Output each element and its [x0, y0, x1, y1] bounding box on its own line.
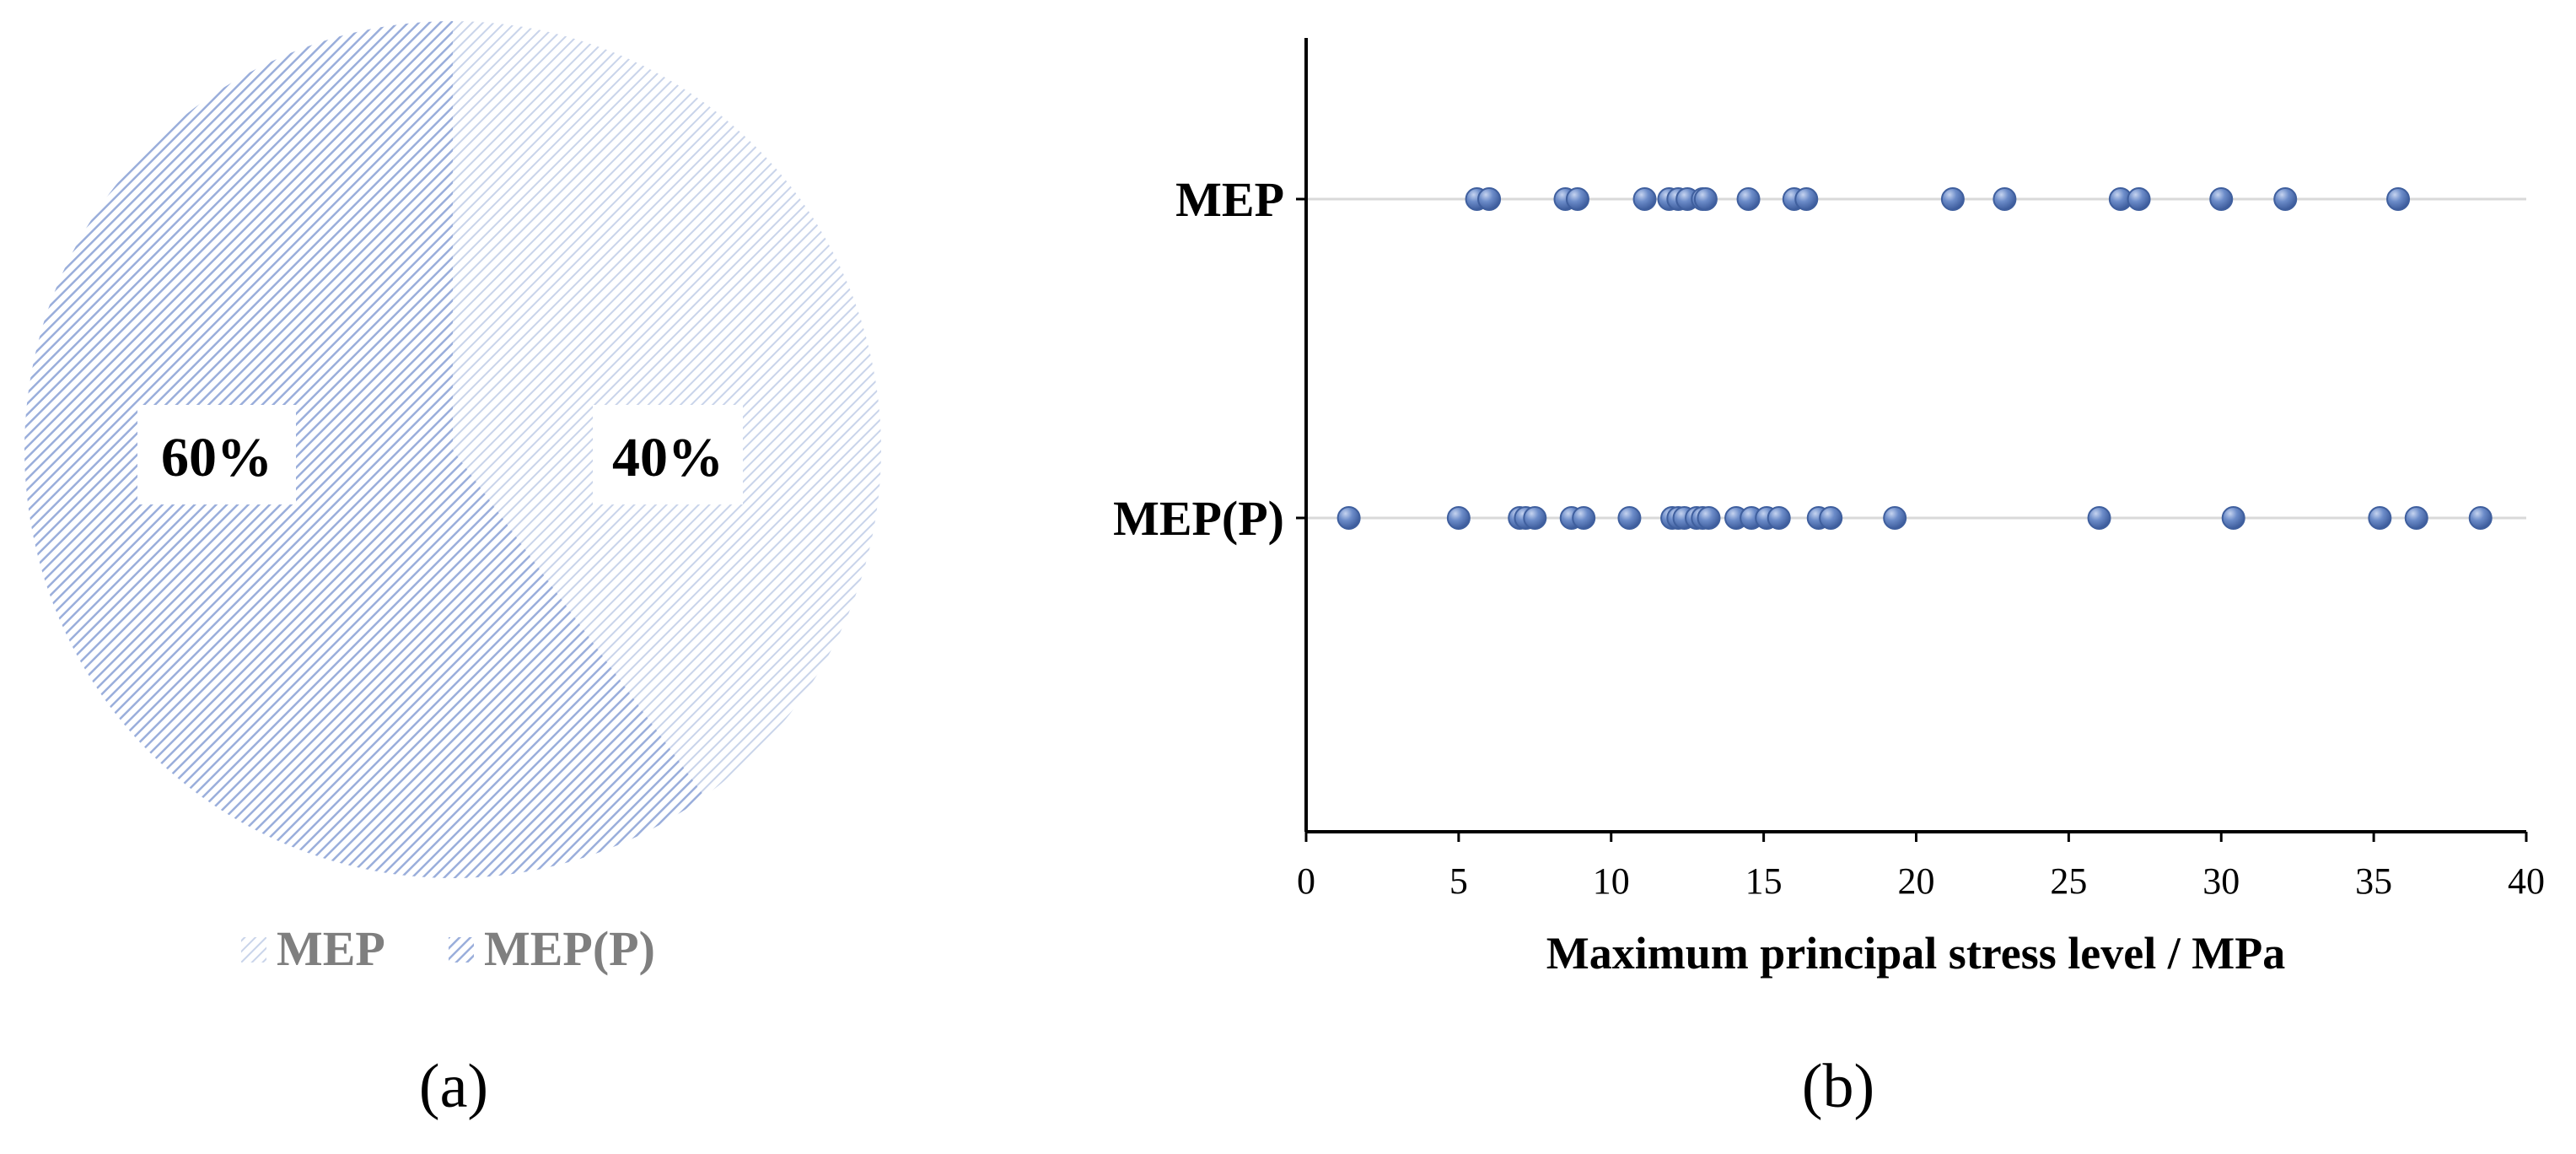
- data-point-mep-p: [1446, 506, 1471, 530]
- pie-chart: 40% 60% MEP MEP(P) (a): [24, 21, 881, 1121]
- data-point-mep-p: [1336, 506, 1361, 530]
- data-point-mep-p: [2404, 506, 2428, 530]
- data-point-mep: [1565, 187, 1589, 211]
- data-point-mep-p: [1767, 506, 1791, 530]
- x-tick-label: 40: [2508, 860, 2545, 902]
- legend-label-mep-p: MEP(P): [484, 921, 655, 976]
- data-point-mep-p: [2468, 506, 2493, 530]
- data-point-mep: [1477, 187, 1502, 211]
- data-point-mep: [1993, 187, 2017, 211]
- pie-slice-mep-p: [24, 21, 705, 878]
- data-point-mep: [2273, 187, 2298, 211]
- scatter-chart: 0 5 10 15 20 25 30 35 40 MEP MEP(P) Maximum princ…: [1113, 38, 2545, 1121]
- x-tick-label: 15: [1745, 860, 1783, 902]
- pie-label-mep-text: 40%: [612, 427, 723, 488]
- x-tick-label: 25: [2050, 860, 2087, 902]
- data-point-mep: [2209, 187, 2234, 211]
- data-point-mep: [2127, 187, 2151, 211]
- data-point-mep: [2386, 187, 2411, 211]
- data-point-mep: [1794, 187, 1819, 211]
- data-point-mep-p: [2368, 506, 2392, 530]
- x-tick-label: 10: [1593, 860, 1630, 902]
- data-point-mep-p: [1523, 506, 1547, 530]
- pie-label-mep-p-text: 60%: [161, 427, 272, 488]
- legend-swatch-mep: [241, 937, 266, 963]
- data-point-mep-p: [2087, 506, 2111, 530]
- pie-label-mep: 40%: [593, 405, 743, 504]
- x-tick-label: 0: [1297, 860, 1315, 902]
- data-points: [1336, 187, 2493, 530]
- x-axis-title: Maximum principal stress level / MPa: [1546, 928, 2285, 979]
- y-category-label: MEP(P): [1113, 491, 1284, 546]
- pie-legend: MEP MEP(P): [241, 921, 655, 976]
- data-point-mep-p: [2221, 506, 2245, 530]
- data-point-mep: [1632, 187, 1657, 211]
- data-point-mep-p: [1883, 506, 1907, 530]
- y-categories: MEP MEP(P): [1113, 172, 1306, 546]
- pie-label-mep-p: 60%: [137, 405, 296, 504]
- legend-swatch-mep-p: [449, 937, 474, 963]
- panel-label-b: (b): [1802, 1052, 1874, 1121]
- y-category-label: MEP: [1175, 172, 1284, 227]
- x-tick-label: 5: [1449, 860, 1468, 902]
- data-point-mep: [1693, 187, 1718, 211]
- data-point-mep: [1736, 187, 1761, 211]
- data-point-mep-p: [1617, 506, 1642, 530]
- panel-label-a: (a): [419, 1052, 488, 1121]
- data-point-mep-p: [1697, 506, 1721, 530]
- data-point-mep: [1940, 187, 1965, 211]
- x-tick-label: 30: [2202, 860, 2240, 902]
- x-ticks: 0 5 10 15 20 25 30 35 40: [1297, 832, 2545, 902]
- data-point-mep-p: [1819, 506, 1843, 530]
- x-tick-label: 20: [1898, 860, 1935, 902]
- x-tick-label: 35: [2355, 860, 2392, 902]
- legend-label-mep: MEP: [277, 921, 385, 976]
- data-point-mep-p: [1572, 506, 1596, 530]
